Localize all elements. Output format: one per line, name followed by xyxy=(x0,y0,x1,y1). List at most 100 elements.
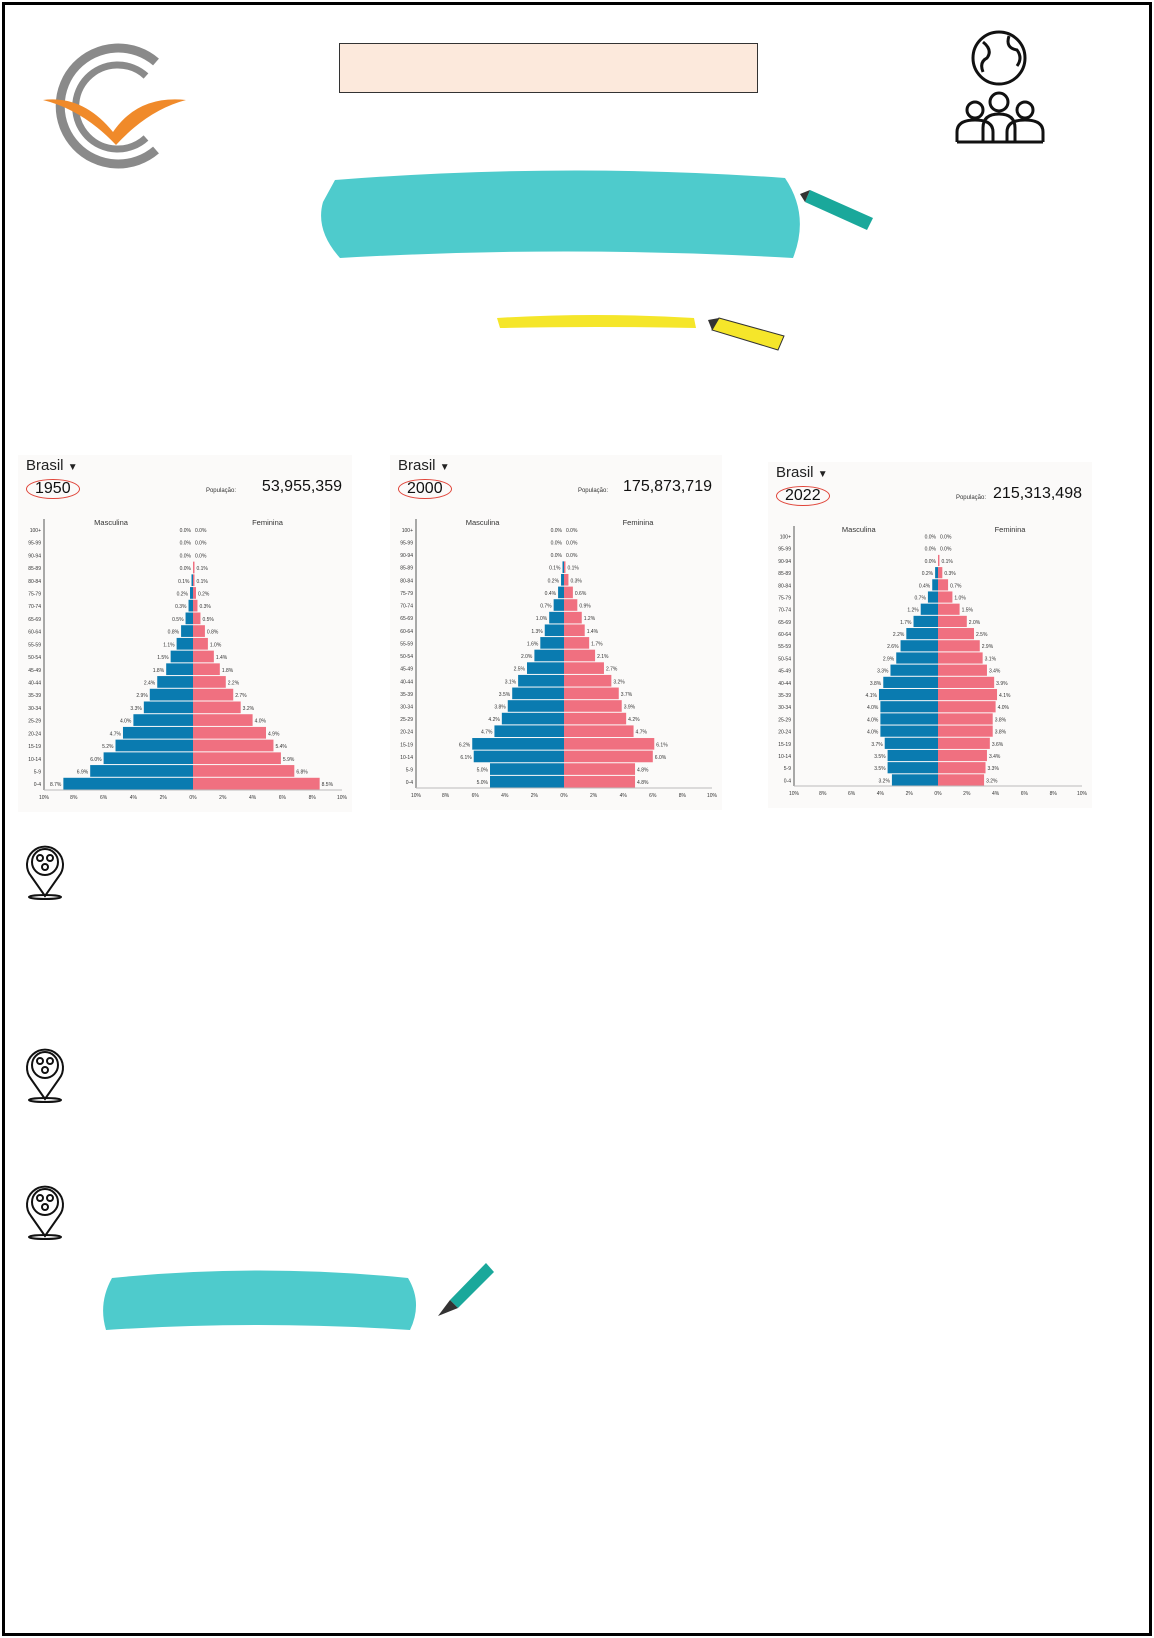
country-dropdown[interactable]: Brasil ▼ xyxy=(776,464,828,481)
male-bar xyxy=(63,777,194,790)
male-value-label: 3.5% xyxy=(499,692,511,698)
female-bar xyxy=(193,714,253,726)
age-group-label: 45-49 xyxy=(778,669,791,675)
female-bar xyxy=(193,688,234,701)
age-group-label: 10-14 xyxy=(400,755,413,761)
population-value: 175,873,719 xyxy=(623,478,712,495)
male-bar xyxy=(176,637,193,650)
x-tick-label: 0% xyxy=(934,791,942,797)
male-value-label: 2.2% xyxy=(893,632,905,638)
female-value-label: 1.7% xyxy=(591,641,603,647)
x-tick-label: 2% xyxy=(963,791,971,797)
x-tick-label: 10% xyxy=(707,793,718,799)
male-value-label: 0.7% xyxy=(915,595,927,601)
male-value-label: 1.5% xyxy=(157,655,169,661)
x-tick-label: 4% xyxy=(877,791,885,797)
male-value-label: 5.2% xyxy=(102,744,114,750)
age-group-label: 50-54 xyxy=(400,654,413,660)
female-bar xyxy=(564,662,604,674)
country-label: Brasil xyxy=(26,457,64,474)
male-bar xyxy=(170,650,193,663)
x-tick-label: 2% xyxy=(531,793,539,799)
female-bar xyxy=(193,574,195,587)
female-value-label: 3.4% xyxy=(989,754,1001,760)
female-bar xyxy=(938,664,987,676)
country-dropdown[interactable]: Brasil ▼ xyxy=(26,457,78,474)
female-value-label: 0.1% xyxy=(941,559,953,565)
male-bar xyxy=(512,687,564,700)
male-value-label: 4.2% xyxy=(488,717,500,723)
male-value-label: 4.0% xyxy=(867,730,879,736)
female-value-label: 3.7% xyxy=(621,692,633,698)
female-value-label: 1.5% xyxy=(962,608,974,614)
male-bar xyxy=(913,615,938,628)
male-value-label: 0.0% xyxy=(551,553,563,559)
male-bar xyxy=(561,573,564,586)
female-bar xyxy=(193,625,205,637)
x-tick-label: 10% xyxy=(337,795,348,801)
marker-icon xyxy=(800,190,873,230)
male-value-label: 0.1% xyxy=(549,566,561,572)
female-value-label: 1.8% xyxy=(222,668,234,674)
male-value-label: 8.7% xyxy=(50,782,62,788)
female-value-label: 0.0% xyxy=(940,547,952,553)
male-bar xyxy=(143,701,193,714)
yellow-highlight xyxy=(497,315,785,351)
female-bar xyxy=(564,687,619,700)
male-value-label: 1.0% xyxy=(536,616,548,622)
female-value-label: 4.7% xyxy=(636,730,648,736)
female-bar xyxy=(938,713,993,725)
female-value-label: 4.9% xyxy=(268,731,280,737)
male-value-label: 0.0% xyxy=(180,541,192,547)
age-group-label: 70-74 xyxy=(28,604,41,610)
age-group-label: 10-14 xyxy=(778,754,791,760)
male-value-label: 0.0% xyxy=(180,553,192,559)
female-bar xyxy=(193,726,267,739)
country-dropdown[interactable]: Brasil ▼ xyxy=(398,457,450,474)
age-group-label: 85-89 xyxy=(778,571,791,577)
age-group-label: 90-94 xyxy=(778,559,791,565)
caret-down-icon: ▼ xyxy=(439,462,450,473)
male-bar xyxy=(935,567,938,579)
female-bar xyxy=(193,765,295,777)
female-value-label: 4.8% xyxy=(637,780,649,786)
female-value-label: 5.4% xyxy=(275,744,287,750)
male-value-label: 0.0% xyxy=(180,528,192,534)
female-value-label: 3.3% xyxy=(988,766,1000,772)
age-group-label: 75-79 xyxy=(400,591,413,597)
male-bar xyxy=(544,624,564,637)
globe-people-icon xyxy=(955,30,1045,144)
female-label: Feminina xyxy=(623,518,655,527)
age-group-label: 5-9 xyxy=(34,769,41,775)
age-group-label: 60-64 xyxy=(28,630,41,636)
x-tick-label: 2% xyxy=(590,793,598,799)
age-group-label: 35-39 xyxy=(400,692,413,698)
male-label: Masculina xyxy=(842,525,877,534)
age-group-label: 65-69 xyxy=(400,616,413,622)
female-value-label: 0.2% xyxy=(198,591,210,597)
male-value-label: 6.1% xyxy=(460,755,472,761)
male-value-label: 0.0% xyxy=(925,547,937,553)
male-value-label: 3.5% xyxy=(874,766,886,772)
age-group-label: 40-44 xyxy=(778,681,791,687)
male-value-label: 4.0% xyxy=(867,705,879,711)
female-bar xyxy=(193,676,226,688)
male-bar xyxy=(518,674,564,687)
male-bar xyxy=(494,725,564,738)
male-bar xyxy=(103,752,193,765)
male-bar xyxy=(133,714,193,726)
female-bar xyxy=(938,567,943,579)
x-tick-label: 6% xyxy=(848,791,856,797)
male-bar xyxy=(880,713,938,725)
x-tick-label: 8% xyxy=(70,795,78,801)
male-value-label: 0.1% xyxy=(178,579,190,585)
female-bar xyxy=(193,599,198,612)
age-group-label: 15-19 xyxy=(778,742,791,748)
male-bar xyxy=(166,663,193,676)
female-bar xyxy=(193,663,220,676)
age-group-label: 90-94 xyxy=(28,553,41,559)
age-group-label: 55-59 xyxy=(400,641,413,647)
female-value-label: 0.3% xyxy=(570,578,582,584)
male-label: Masculina xyxy=(94,518,129,527)
